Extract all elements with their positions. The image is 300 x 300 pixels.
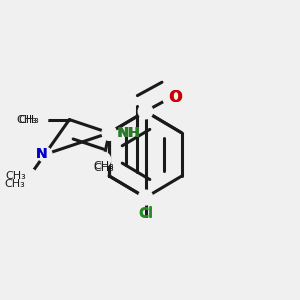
Text: CH₃: CH₃ — [93, 161, 114, 171]
Circle shape — [138, 104, 153, 119]
Circle shape — [163, 91, 177, 105]
Text: N: N — [36, 148, 48, 161]
Circle shape — [22, 169, 37, 184]
Circle shape — [33, 112, 48, 127]
Text: NH: NH — [118, 126, 141, 140]
Text: NH: NH — [116, 126, 140, 140]
Circle shape — [102, 125, 116, 140]
Text: N: N — [36, 148, 48, 161]
Text: O: O — [169, 91, 182, 106]
Text: CH₃: CH₃ — [4, 179, 25, 189]
Text: CH₃: CH₃ — [6, 171, 27, 181]
Text: CH₃: CH₃ — [17, 115, 38, 124]
Text: CH₃: CH₃ — [93, 163, 114, 172]
Text: Cl: Cl — [138, 207, 153, 221]
Circle shape — [138, 218, 153, 233]
Circle shape — [96, 152, 111, 167]
Text: O: O — [168, 91, 181, 106]
Text: Cl: Cl — [138, 206, 153, 220]
Circle shape — [38, 147, 52, 162]
Text: CH₃: CH₃ — [18, 115, 39, 124]
Circle shape — [138, 190, 153, 205]
